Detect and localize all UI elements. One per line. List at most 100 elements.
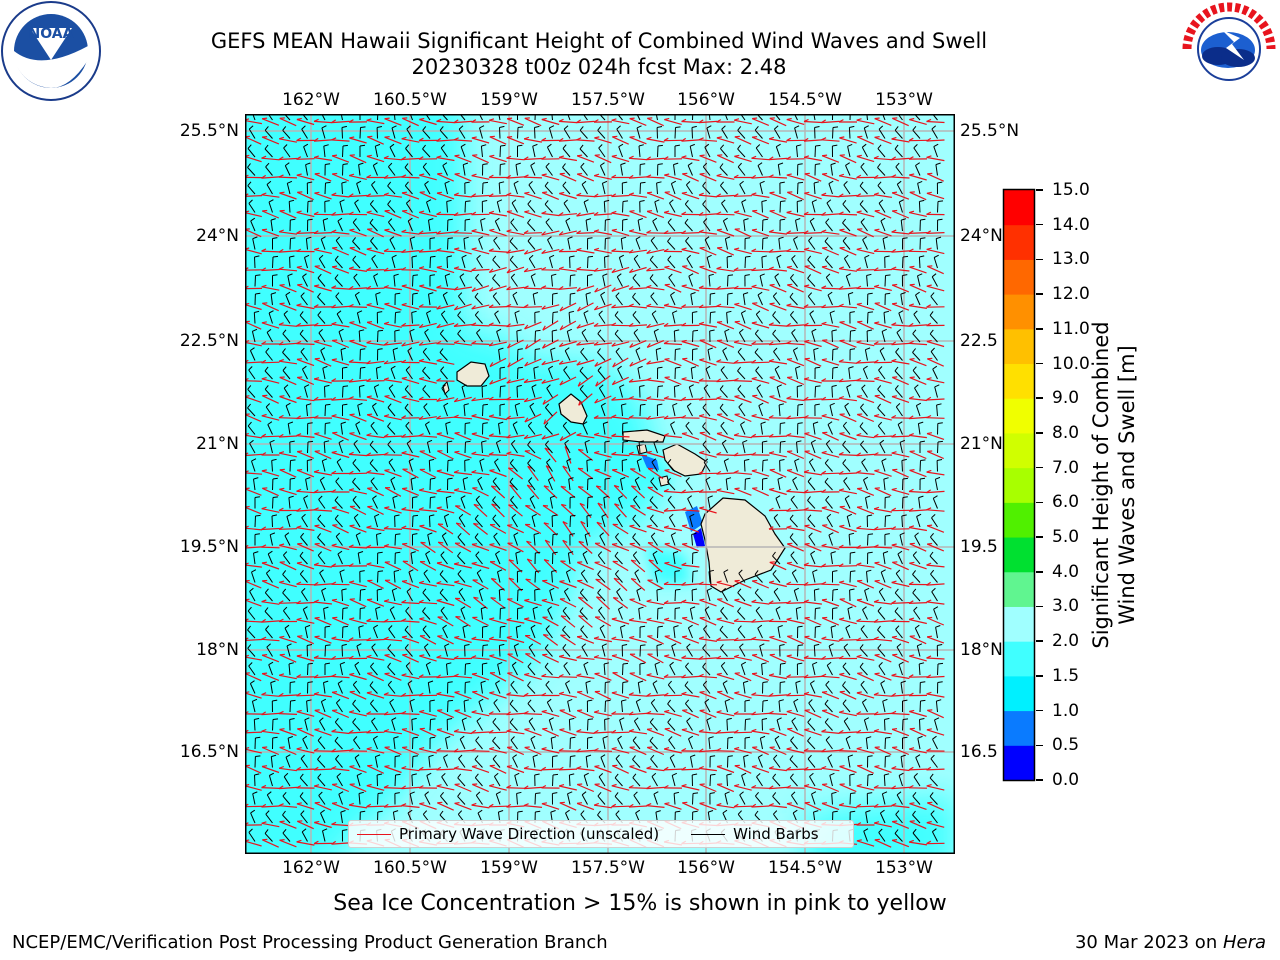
- noaa-logo: NOAA: [1, 1, 101, 101]
- wave-arrow: [541, 192, 560, 200]
- wind-barb-flag: [744, 458, 750, 461]
- wind-barb: [633, 499, 641, 509]
- wind-barb-flag: [832, 126, 839, 128]
- wind-barb-flag: [271, 458, 277, 461]
- wave-arrow: [734, 413, 752, 423]
- wind-barb-flag: [632, 292, 636, 298]
- wind-barb-flag: [515, 402, 520, 406]
- wind-barb-flag: [461, 254, 467, 258]
- wave-arrow: [418, 360, 438, 365]
- wave-arrow-head: [488, 248, 494, 252]
- wave-arrow: [734, 341, 752, 347]
- wind-barb: [528, 184, 536, 195]
- wind-barb: [374, 146, 378, 158]
- wave-arrow-head: [926, 137, 932, 142]
- wave-arrow: [857, 228, 874, 238]
- wind-barb: [461, 257, 466, 269]
- wind-barb-flag: [475, 273, 480, 279]
- wave-arrow-head: [558, 212, 564, 216]
- wave-arrow: [279, 360, 297, 365]
- wind-barb: [813, 589, 816, 602]
- wind-barb: [318, 499, 326, 509]
- wind-barb-flag: [517, 366, 523, 369]
- wind-barb-flag: [867, 533, 874, 535]
- wave-arrow-head: [436, 137, 442, 142]
- wave-arrow: [401, 324, 420, 327]
- wave-arrow: [366, 304, 385, 310]
- wave-arrow-head: [909, 469, 915, 471]
- wave-arrow-head: [821, 304, 827, 309]
- wave-arrow-head: [663, 248, 669, 252]
- wind-barb: [814, 145, 816, 158]
- wind-barb: [866, 275, 868, 287]
- wind-barb-flag: [878, 366, 883, 371]
- wave-arrow: [909, 266, 927, 274]
- wind-barb: [900, 294, 903, 306]
- wave-arrow: [909, 191, 927, 201]
- wind-barb-flag: [334, 274, 339, 279]
- wave-arrow-head: [927, 524, 933, 527]
- wind-barb: [287, 423, 291, 435]
- wave-arrow-head: [926, 155, 932, 158]
- wave-arrow: [366, 620, 385, 623]
- wind-barb-flag: [317, 514, 322, 520]
- wave-arrow: [261, 508, 280, 513]
- wind-barb-flag: [406, 439, 412, 444]
- wave-arrow: [768, 342, 788, 346]
- wind-barb: [650, 536, 658, 546]
- wind-barb-flag: [824, 458, 829, 464]
- wind-barb: [460, 498, 466, 509]
- wind-barb: [849, 571, 851, 583]
- wave-arrow-head: [734, 340, 740, 343]
- wave-arrow-head: [874, 653, 880, 656]
- wind-barb: [882, 238, 886, 250]
- wind-barb-flag: [685, 421, 690, 427]
- wind-barb-flag: [517, 588, 524, 591]
- wind-barb: [511, 517, 518, 528]
- wind-barb-flag: [377, 329, 384, 332]
- wind-barb-flag: [457, 329, 462, 335]
- wave-arrow: [908, 509, 928, 512]
- wave-arrow-head: [857, 506, 863, 508]
- wind-barb-flag: [579, 366, 584, 372]
- wind-barb: [410, 479, 413, 491]
- wave-arrow: [909, 469, 927, 478]
- wave-arrow-head: [279, 543, 285, 546]
- wave-arrow-head: [646, 450, 652, 454]
- wave-arrow-head: [471, 211, 477, 216]
- wind-barb: [622, 441, 624, 454]
- wind-barb: [353, 277, 361, 287]
- wave-arrow-head: [593, 322, 599, 327]
- wave-arrow: [647, 542, 664, 553]
- wind-barb: [789, 518, 798, 528]
- wave-arrow-head: [839, 173, 845, 177]
- wind-barb-flag: [375, 292, 381, 295]
- wave-arrow: [278, 602, 298, 604]
- wind-barb: [755, 370, 763, 380]
- wave-arrow-head: [366, 340, 372, 344]
- wind-barb-flag: [832, 588, 839, 591]
- wave-arrow: [751, 286, 770, 291]
- wind-barb-flag: [544, 181, 549, 187]
- wave-arrow: [366, 155, 385, 163]
- wind-barb-flag: [597, 126, 602, 131]
- wave-arrow-head: [856, 154, 862, 157]
- wind-barb-flag: [264, 385, 269, 390]
- wind-barb: [832, 589, 834, 602]
- wind-barb-flag: [287, 273, 293, 277]
- wind-barb-flag: [937, 200, 944, 202]
- wind-barb-flag: [657, 366, 663, 369]
- wind-barb-flag: [807, 255, 812, 261]
- wave-arrow-head: [559, 306, 564, 312]
- wave-arrow-head: [768, 414, 774, 419]
- wind-barb: [247, 167, 256, 176]
- wave-arrow-head: [908, 415, 914, 420]
- wave-arrow: [524, 523, 542, 535]
- wave-arrow-head: [628, 414, 634, 419]
- wave-arrow-head: [908, 433, 914, 436]
- wind-barb-flag: [902, 477, 908, 480]
- wind-barb: [285, 294, 291, 306]
- wind-barb: [387, 185, 396, 195]
- wind-barb: [546, 462, 553, 472]
- wind-barb: [703, 221, 711, 232]
